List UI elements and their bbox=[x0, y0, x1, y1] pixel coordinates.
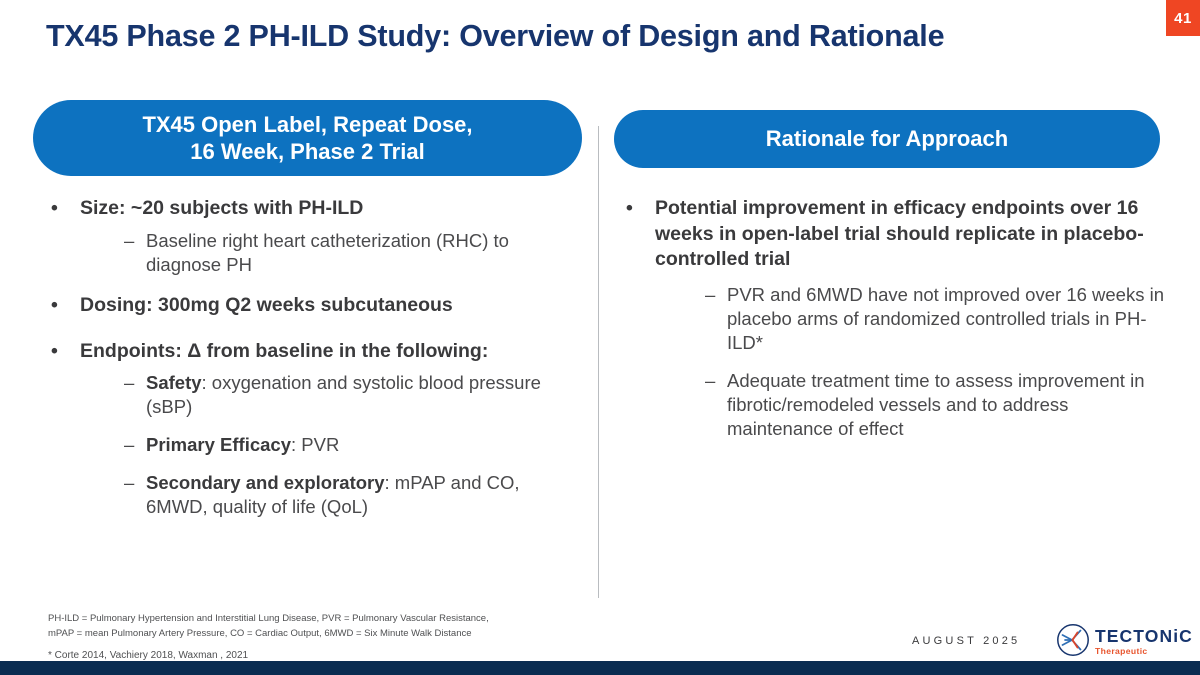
bullet-text: Size: ~20 subjects with PH-ILD bbox=[80, 197, 364, 219]
sub-bullet-list: – Safety: oxygenation and systolic blood… bbox=[124, 371, 582, 519]
sub-bullet-text: : oxygenation and systolic blood pressur… bbox=[146, 372, 541, 418]
bottom-bar bbox=[0, 661, 1200, 675]
abbreviation-line-2: mPAP = mean Pulmonary Artery Pressure, C… bbox=[48, 627, 472, 639]
bullet-text: Dosing: 300mg Q2 weeks subcutaneous bbox=[80, 293, 453, 316]
logo-text-block: TECTONiC Therapeutic bbox=[1095, 625, 1193, 657]
logo-wordmark: TECTONiC bbox=[1095, 625, 1193, 646]
bullet-text: Endpoints: Δ from baseline in the follow… bbox=[80, 339, 489, 362]
sub-bullet-text: : PVR bbox=[291, 434, 340, 456]
list-item: – PVR and 6MWD have not improved over 16… bbox=[705, 283, 1173, 355]
sub-bullet-list: – Baseline right heart catheterization (… bbox=[124, 229, 582, 277]
footnotes-block: PH-ILD = Pulmonary Hypertension and Inte… bbox=[48, 612, 668, 664]
right-column-content: • Potential improvement in efficacy endp… bbox=[617, 196, 1173, 451]
list-item: – Safety: oxygenation and systolic blood… bbox=[124, 371, 582, 419]
abbreviation-line-1: PH-ILD = Pulmonary Hypertension and Inte… bbox=[48, 613, 489, 624]
sub-bullet-list: – PVR and 6MWD have not improved over 16… bbox=[705, 283, 1173, 441]
company-logo: TECTONiC Therapeutic bbox=[1056, 622, 1192, 662]
sub-bullet-text: Baseline right heart catheterization (RH… bbox=[146, 229, 509, 275]
list-item: – Adequate treatment time to assess impr… bbox=[705, 369, 1173, 441]
sub-bullet-text: Adequate treatment time to assess improv… bbox=[727, 370, 1145, 440]
logo-tagline: Therapeutic bbox=[1095, 646, 1148, 657]
bullet-dash-icon: – bbox=[124, 372, 135, 394]
sub-bullet-text: : mPAP and CO, 6MWD, quality of life (Qo… bbox=[146, 472, 520, 518]
page-number-badge: 41 bbox=[1166, 0, 1200, 36]
left-bullet-list: • Size: ~20 subjects with PH-ILD – Basel… bbox=[42, 196, 582, 520]
right-pill-line1: Rationale for Approach bbox=[765, 126, 1009, 152]
sub-bullet-text: PVR and 6MWD have not improved over 16 w… bbox=[727, 284, 1165, 354]
list-item: • Potential improvement in efficacy endp… bbox=[617, 196, 1173, 441]
list-item: – Secondary and exploratory: mPAP and CO… bbox=[124, 471, 582, 519]
left-pill-line2: 16 Week, Phase 2 Trial bbox=[190, 139, 425, 164]
list-item: • Endpoints: Δ from baseline in the foll… bbox=[42, 339, 582, 520]
page-title: TX45 Phase 2 PH-ILD Study: Overview of D… bbox=[46, 19, 945, 53]
column-divider bbox=[598, 126, 599, 598]
bullet-text: Potential improvement in efficacy endpoi… bbox=[655, 197, 1144, 271]
list-item: • Dosing: 300mg Q2 weeks subcutaneous bbox=[42, 293, 582, 319]
list-item: – Primary Efficacy: PVR bbox=[124, 433, 582, 457]
bullet-dash-icon: – bbox=[124, 434, 135, 456]
right-bullet-list: • Potential improvement in efficacy endp… bbox=[617, 196, 1173, 441]
sub-bullet-label: Safety bbox=[146, 372, 202, 394]
reference-line: * Corte 2014, Vachiery 2018, Waxman , 20… bbox=[48, 650, 249, 662]
bullet-dash-icon: – bbox=[124, 472, 135, 494]
bullet-dot-icon: • bbox=[51, 197, 58, 219]
bullet-dot-icon: • bbox=[51, 293, 58, 316]
sub-bullet-label: Primary Efficacy bbox=[146, 434, 292, 456]
right-column-header-pill: Rationale for Approach bbox=[614, 110, 1160, 168]
list-item: – Baseline right heart catheterization (… bbox=[124, 229, 582, 277]
sub-bullet-label: Secondary and exploratory bbox=[146, 472, 385, 494]
bullet-dash-icon: – bbox=[124, 229, 135, 251]
left-column-header-pill: TX45 Open Label, Repeat Dose, 16 Week, P… bbox=[33, 100, 582, 176]
left-column-content: • Size: ~20 subjects with PH-ILD – Basel… bbox=[42, 196, 582, 531]
bullet-dash-icon: – bbox=[705, 284, 716, 306]
list-item: • Size: ~20 subjects with PH-ILD – Basel… bbox=[42, 196, 582, 277]
bullet-dot-icon: • bbox=[626, 197, 633, 219]
date-stamp: AUGUST 2025 bbox=[912, 635, 1021, 647]
bullet-dot-icon: • bbox=[51, 339, 58, 362]
left-pill-line1: TX45 Open Label, Repeat Dose, bbox=[142, 111, 473, 137]
bullet-dash-icon: – bbox=[705, 370, 716, 392]
tectonic-mark-icon bbox=[1056, 623, 1090, 662]
